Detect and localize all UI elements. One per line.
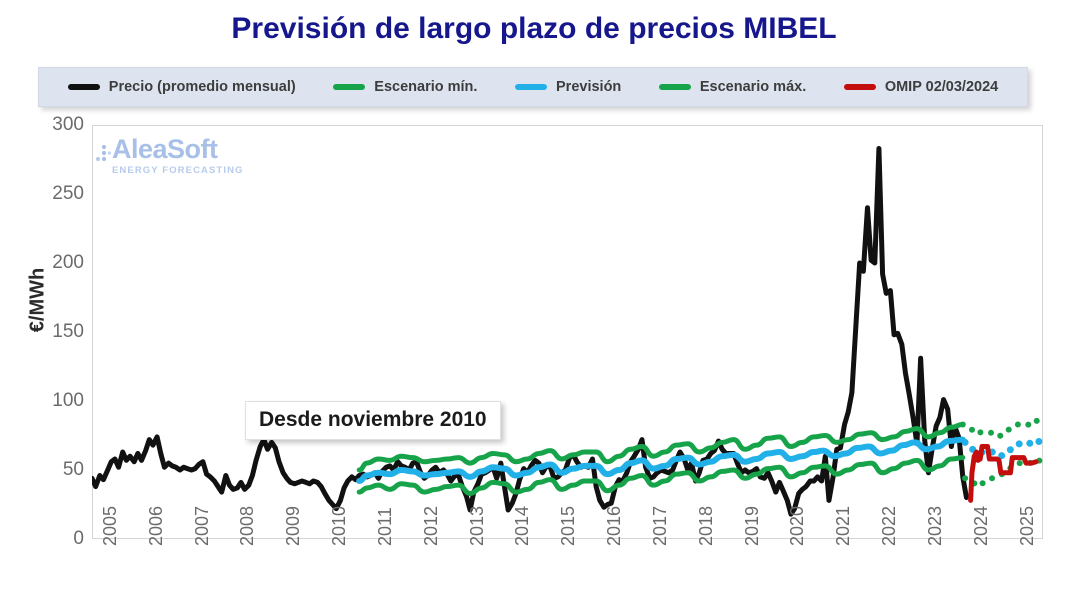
y-tick-label: 50 bbox=[62, 459, 84, 480]
legend-prevision[interactable]: Previsión bbox=[515, 79, 621, 95]
legend-escenario-max-swatch-icon bbox=[658, 84, 691, 90]
y-tick-label: 200 bbox=[52, 252, 84, 273]
page-title: Previsión de largo plazo de precios MIBE… bbox=[231, 12, 837, 45]
legend-omip[interactable]: OMIP 02/03/2024 bbox=[843, 79, 999, 95]
x-tick-label: 2016 bbox=[604, 505, 625, 546]
x-tick-label: 2025 bbox=[1016, 505, 1037, 546]
logo-subtitle: ENERGY FORECASTING bbox=[112, 165, 244, 176]
legend-escenario-max-label: Escenario máx. bbox=[699, 79, 807, 95]
series-line-5 bbox=[356, 455, 966, 496]
x-tick-label: 2022 bbox=[879, 505, 900, 546]
chart-legend: Precio (promedio mensual) Escenario mín. P… bbox=[38, 67, 1028, 107]
legend-precio-label: Precio (promedio mensual) bbox=[108, 79, 296, 95]
y-axis-ticks: 0 50 100 150 200 250 300 bbox=[36, 0, 84, 600]
x-tick-label: 2020 bbox=[787, 505, 808, 546]
legend-omip-label: OMIP 02/03/2024 bbox=[884, 79, 999, 95]
legend-omip-swatch-icon bbox=[843, 84, 876, 90]
annotation-desde-noviembre: Desde noviembre 2010 bbox=[245, 401, 501, 440]
series-line-7 bbox=[968, 444, 1039, 503]
y-tick-label: 250 bbox=[52, 183, 84, 204]
legend-precio[interactable]: Precio (promedio mensual) bbox=[67, 79, 296, 95]
x-tick-label: 2019 bbox=[741, 505, 762, 546]
x-tick-label: 2012 bbox=[420, 505, 441, 546]
legend-escenario-min-swatch-icon bbox=[333, 84, 366, 90]
x-tick-label: 2024 bbox=[970, 505, 991, 546]
x-tick-label: 2011 bbox=[374, 507, 395, 546]
y-tick-label: 300 bbox=[52, 114, 84, 135]
x-tick-label: 2009 bbox=[283, 505, 304, 546]
legend-prevision-label: Previsión bbox=[556, 79, 622, 95]
legend-escenario-min-label: Escenario mín. bbox=[374, 79, 478, 95]
x-tick-label: 2018 bbox=[695, 505, 716, 546]
x-tick-label: 2014 bbox=[512, 505, 533, 546]
y-tick-label: 150 bbox=[52, 321, 84, 342]
legend-precio-swatch-icon bbox=[67, 84, 100, 90]
legend-prevision-swatch-icon bbox=[515, 84, 547, 90]
y-tick-label: 100 bbox=[52, 390, 84, 411]
x-tick-label: 2017 bbox=[649, 505, 670, 546]
x-tick-label: 2008 bbox=[237, 505, 258, 546]
chart-series-svg bbox=[92, 145, 1043, 517]
series-line-1 bbox=[356, 421, 966, 473]
x-tick-label: 2006 bbox=[145, 505, 166, 546]
legend-escenario-max[interactable]: Escenario máx. bbox=[658, 79, 807, 95]
x-tick-label: 2007 bbox=[191, 505, 212, 546]
series-2-dots bbox=[959, 417, 1040, 439]
x-tick-label: 2013 bbox=[466, 505, 487, 546]
x-tick-label: 2010 bbox=[329, 505, 350, 546]
logo-dots-icon bbox=[95, 145, 111, 162]
logo-text: AleaSoft bbox=[112, 134, 218, 164]
y-tick-label: 0 bbox=[73, 528, 84, 549]
x-tick-label: 2021 bbox=[833, 505, 854, 546]
x-tick-label: 2015 bbox=[558, 505, 579, 546]
legend-escenario-min[interactable]: Escenario mín. bbox=[333, 79, 477, 95]
x-tick-label: 2005 bbox=[100, 505, 120, 546]
series-line-3 bbox=[356, 436, 966, 485]
aleasoft-watermark: AleaSoft ENERGY FORECASTING bbox=[95, 134, 244, 176]
x-tick-label: 2023 bbox=[924, 505, 945, 546]
